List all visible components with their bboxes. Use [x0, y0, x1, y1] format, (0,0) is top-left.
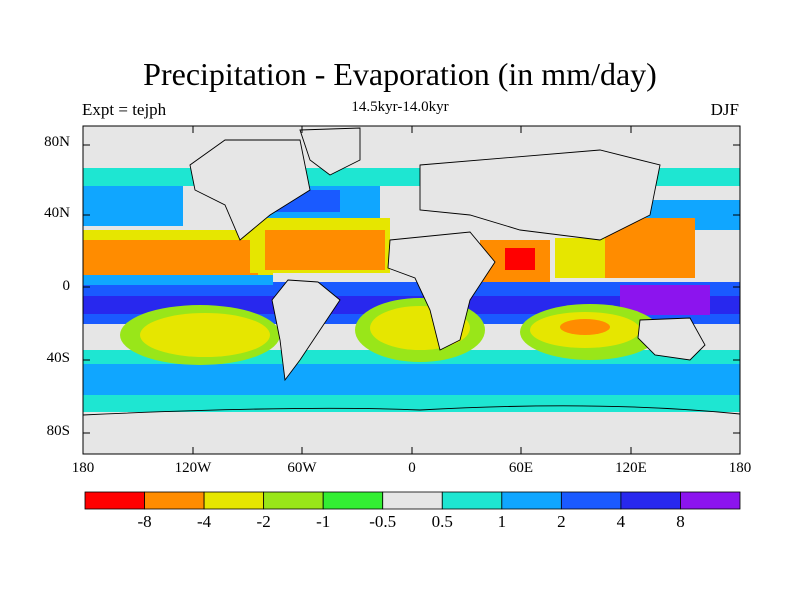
plot-subtitle: 14.5kyr-14.0kyr	[351, 99, 449, 115]
lon-tick-label: 120W	[174, 460, 212, 476]
colorbar-label: -4	[196, 512, 212, 531]
lon-tick-label: 180	[71, 460, 95, 476]
colorbar-swatch	[680, 491, 741, 510]
colorbar-label: -2	[256, 512, 271, 531]
lat-tick-label: 40N	[44, 205, 70, 221]
north-pacific-dry	[83, 240, 258, 275]
colorbar-label: -0.5	[369, 512, 397, 531]
australia-land	[638, 318, 705, 360]
colorbar-swatch	[501, 491, 562, 510]
colorbar-swatch	[560, 491, 622, 510]
colorbar-label: -1	[316, 512, 331, 531]
colorbar-swatch	[84, 491, 145, 510]
colorbar-swatch	[144, 491, 205, 510]
south-indian-core	[560, 319, 610, 335]
plot-title: Precipitation - Evaporation (in mm/day)	[143, 56, 657, 92]
north-atlantic-dry	[265, 230, 385, 270]
lon-tick-label: 180	[728, 460, 752, 476]
colorbar-swatch	[382, 491, 443, 510]
colorbar-swatch	[203, 491, 265, 510]
lon-tick-label: 0	[408, 460, 416, 476]
colorbar-swatch	[263, 491, 324, 510]
lat-tick-label: 80N	[44, 134, 70, 150]
colorbar	[84, 491, 741, 510]
itcz-north-edge	[83, 275, 273, 285]
lat-tick-label: 40S	[46, 350, 70, 366]
experiment-label: Expt = tejph	[82, 100, 167, 119]
lon-tick-label: 60W	[287, 460, 317, 476]
lat-tick-label: 80S	[46, 423, 70, 439]
colorbar-label: 1	[497, 512, 507, 531]
colorbar-label: -8	[137, 512, 152, 531]
africa-land	[388, 232, 495, 350]
colorbar-label: 8	[676, 512, 685, 531]
field-shading	[83, 127, 740, 454]
north-pacific-track-west	[83, 186, 183, 226]
south-pacific-dry	[140, 313, 270, 357]
colorbar-swatch	[441, 491, 503, 510]
season-label: DJF	[710, 100, 739, 119]
colorbar-label: 4	[616, 512, 626, 531]
coastlines	[83, 127, 740, 416]
axis-ticks	[83, 126, 740, 454]
lon-tick-label: 60E	[508, 460, 534, 476]
arabian-sea-core	[505, 248, 535, 270]
lat-tick-label: 0	[62, 278, 71, 294]
lon-tick-label: 120E	[615, 460, 647, 476]
southern-ocean-edge	[83, 395, 740, 415]
maritime-continent-core	[620, 285, 710, 315]
north-america-land	[190, 140, 310, 240]
colorbar-swatch	[620, 491, 681, 510]
south-america-land	[272, 280, 340, 380]
eurasia-land	[420, 150, 660, 240]
colorbar-label: 0.5	[431, 512, 453, 531]
colorbar-label: 2	[557, 512, 566, 531]
colorbar-swatch	[322, 491, 384, 510]
